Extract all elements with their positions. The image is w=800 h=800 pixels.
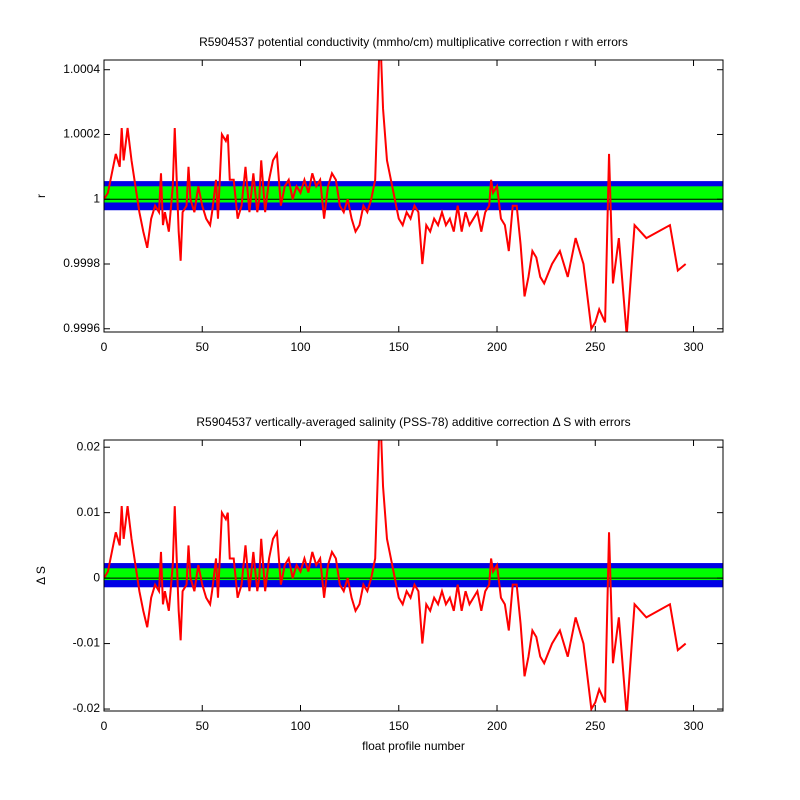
y-tick-label: 0.02 [77, 439, 101, 453]
x-tick-label: 150 [389, 340, 409, 354]
error-band [104, 568, 723, 581]
x-tick-label: 200 [487, 340, 507, 354]
x-tick-label: 0 [101, 340, 108, 354]
y-tick-label: 1.0002 [63, 127, 100, 141]
x-tick-label: 250 [585, 719, 605, 733]
x-tick-label: 250 [585, 340, 605, 354]
y-tick-label: 0.01 [77, 505, 101, 519]
y-tick-label: -0.01 [73, 636, 101, 650]
axes-frame [103, 439, 724, 712]
subplot: 0 50 100 150 200 250 300 -0.02 -0.01 0 0.01 0.02 R59… [34, 415, 724, 753]
y-axis-label: r [34, 194, 48, 198]
x-tick-label: 300 [684, 719, 704, 733]
x-tick-label: 150 [389, 719, 409, 733]
y-tick-label: -0.02 [73, 701, 101, 715]
y-tick-label: 0 [93, 570, 100, 584]
y-tick-label: 1.0004 [63, 62, 100, 76]
subplot: 0 50 100 150 200 250 300 0.9996 0.9998 1 1.0002 1.0… [34, 35, 724, 354]
data-line [104, 440, 687, 711]
x-tick-label: 100 [290, 340, 310, 354]
data-line [104, 60, 687, 332]
chart-title: R5904537 potential conductivity (mmho/cm… [199, 35, 628, 49]
x-tick-label: 50 [196, 340, 210, 354]
y-tick-label: 1 [93, 191, 100, 205]
x-axis-label: float profile number [362, 739, 465, 753]
x-tick-label: 100 [290, 719, 310, 733]
x-tick-label: 50 [196, 719, 210, 733]
x-tick-label: 200 [487, 719, 507, 733]
x-tick-label: 300 [684, 340, 704, 354]
x-tick-label: 0 [101, 719, 108, 733]
y-tick-label: 0.9998 [63, 256, 100, 270]
y-tick-label: 0.9996 [63, 321, 100, 335]
chart-title: R5904537 vertically-averaged salinity (P… [196, 415, 630, 429]
y-axis-label: Δ S [34, 566, 48, 585]
axes-frame [103, 59, 724, 333]
